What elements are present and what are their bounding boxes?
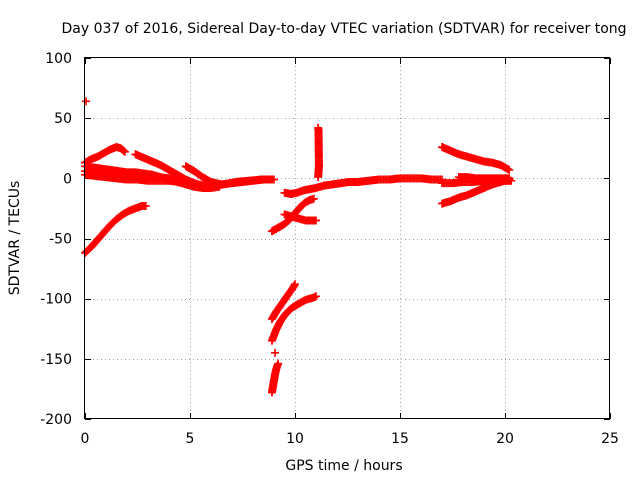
x-tick-label: 0 bbox=[81, 431, 90, 447]
data-point bbox=[505, 165, 514, 174]
data-point bbox=[312, 216, 320, 225]
series-arc-k bbox=[267, 292, 320, 345]
x-tick-label: 10 bbox=[286, 431, 304, 447]
data-point bbox=[120, 147, 129, 156]
x-tick-label: 5 bbox=[186, 431, 195, 447]
y-tick-label: -100 bbox=[40, 292, 72, 308]
series-arc-i bbox=[267, 194, 318, 236]
y-tick-label: 100 bbox=[45, 51, 72, 67]
x-tick-label: 25 bbox=[601, 431, 619, 447]
series-outlier-1 bbox=[82, 97, 91, 106]
axis-ticks: 0 5 10 15 20 25 -200 -150 -100 -50 0 50 100 bbox=[40, 51, 619, 447]
chart-title: Day 037 of 2016, Sidereal Day-to-day VTE… bbox=[61, 21, 626, 37]
series-outlier-3 bbox=[314, 123, 323, 182]
x-tick-label: 15 bbox=[391, 431, 409, 447]
series-arc-j bbox=[280, 210, 320, 225]
data-point bbox=[505, 174, 514, 183]
data-point bbox=[312, 292, 320, 301]
plot-frame bbox=[84, 57, 610, 419]
series-arc-n bbox=[438, 143, 514, 174]
data-point bbox=[82, 97, 91, 106]
y-tick-label: 0 bbox=[63, 171, 72, 187]
series-arc-q bbox=[454, 173, 514, 183]
data-point bbox=[119, 146, 128, 155]
data-points bbox=[81, 97, 516, 397]
series-arc-g bbox=[81, 202, 150, 257]
y-axis-label: SDTVAR / TECUs bbox=[7, 181, 23, 296]
data-point bbox=[291, 280, 299, 289]
y-tick-label: -150 bbox=[40, 352, 72, 368]
grid bbox=[85, 58, 610, 419]
data-point bbox=[271, 348, 280, 357]
x-tick-label: 20 bbox=[496, 431, 514, 447]
series-arc-f bbox=[181, 162, 278, 189]
data-point bbox=[309, 194, 318, 203]
y-tick-label: -50 bbox=[49, 232, 72, 248]
y-tick-label: 50 bbox=[54, 111, 72, 127]
x-axis-label: GPS time / hours bbox=[285, 458, 402, 474]
series-arc-m bbox=[267, 359, 283, 397]
y-tick-label: -200 bbox=[40, 412, 72, 428]
series-arc-l bbox=[267, 280, 299, 324]
data-point bbox=[141, 202, 150, 211]
series-arc-o bbox=[438, 175, 514, 208]
series-arc-h bbox=[280, 174, 446, 198]
data-point bbox=[270, 175, 278, 184]
data-point bbox=[314, 173, 323, 182]
data-point bbox=[274, 359, 283, 368]
series-outlier-2 bbox=[271, 348, 280, 357]
